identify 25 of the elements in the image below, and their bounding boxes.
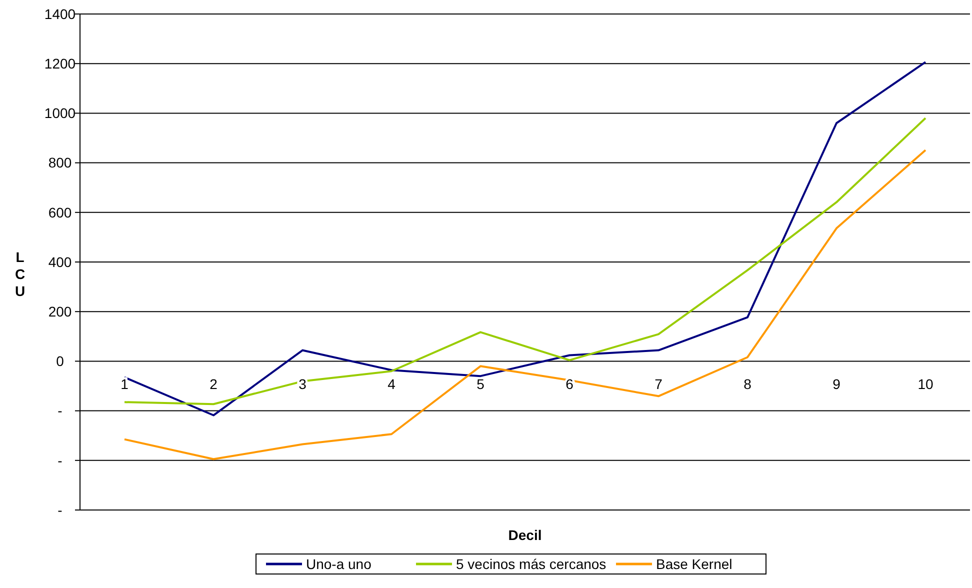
legend-label: Base Kernel: [656, 556, 732, 572]
x-tick-label: 6: [566, 376, 574, 392]
x-tick-label: 2: [210, 376, 218, 392]
y-tick-label: 1000: [44, 105, 76, 122]
y-tick-label: -: [58, 452, 63, 468]
x-tick-label: 1: [120, 376, 129, 392]
y-axis-title: LCU: [14, 249, 26, 299]
x-axis-title: Decil: [508, 527, 542, 543]
legend-label: 5 vecinos más cercanos: [456, 556, 606, 572]
x-tick-label: 10: [918, 376, 934, 392]
legend-label: Uno-a uno: [306, 556, 372, 572]
x-tick-label: 5: [476, 376, 485, 392]
y-tick-label: 0: [56, 353, 64, 370]
y-tick-label: -: [58, 402, 63, 419]
x-tick-label: 7: [654, 376, 663, 392]
x-tick-label: 8: [744, 376, 752, 392]
y-tick-label: -: [58, 502, 63, 518]
y-tick-label: 800: [48, 154, 72, 171]
y-tick-label: 200: [48, 304, 72, 320]
x-tick-label: 4: [388, 376, 396, 392]
y-tick-label: 1200: [44, 56, 76, 72]
y-tick-label: 400: [48, 254, 72, 270]
y-tick-label: 600: [48, 204, 72, 220]
y-tick-label: 1400: [44, 6, 76, 22]
x-tick-label: 9: [832, 376, 841, 392]
